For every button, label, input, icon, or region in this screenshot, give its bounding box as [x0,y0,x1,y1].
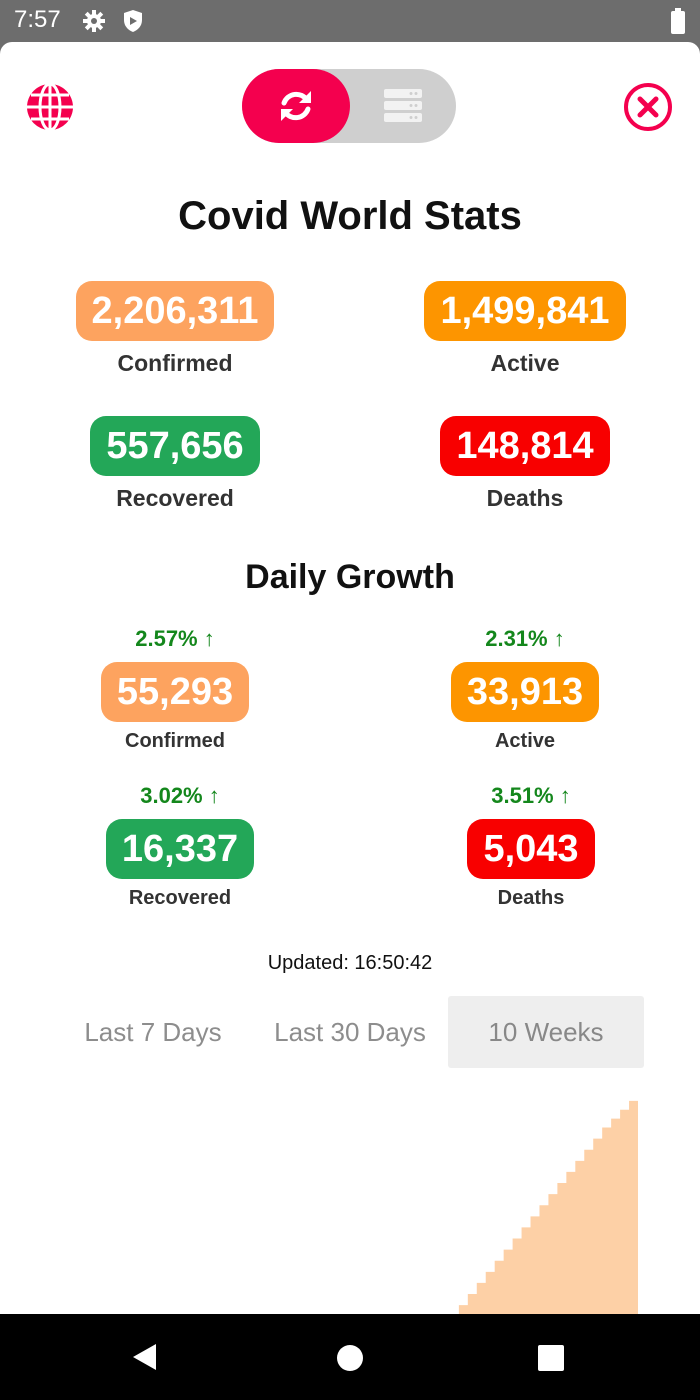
navigation-bar [0,1314,700,1400]
gear-icon [83,10,105,32]
home-circle-icon[interactable] [336,1344,364,1372]
total-deaths: 148,814 Deaths [385,416,665,512]
back-triangle-icon[interactable] [130,1342,160,1372]
arrow-up-icon: ↑ [553,626,565,651]
total-active: 1,499,841 Active [385,281,665,377]
globe-icon [27,82,73,132]
stats-card: Covid World Stats 2,206,311 Confirmed 1,… [0,42,700,1314]
total-recovered-label: Recovered [116,485,234,511]
daily-active: 2.31% ↑ 33,913 Active [385,624,665,753]
status-bar: 7:57 [0,0,700,42]
refresh-icon [281,91,311,121]
close-circle-icon [624,83,672,131]
total-confirmed: 2,206,311 Confirmed [35,281,315,377]
total-recovered: 557,656 Recovered [35,416,315,512]
battery-icon [671,8,685,34]
daily-confirmed-pct-text: 2.57% [135,626,198,651]
tab-last-7-days[interactable]: Last 7 Days [84,1017,222,1047]
range-tabs: Last 7 Days Last 30 Days 10 Weeks [60,996,650,1068]
daily-confirmed-value: 55,293 [100,662,250,722]
daily-recovered-pct: 3.02% ↑ [40,781,320,811]
daily-recovered-pct-text: 3.02% [140,783,203,808]
shield-icon [124,10,142,32]
arrow-up-icon: ↑ [559,783,571,808]
recent-square-icon[interactable] [537,1344,565,1372]
list-toggle-button[interactable] [350,69,456,143]
daily-deaths-label: Deaths [497,887,565,909]
total-deaths-label: Deaths [486,485,564,511]
status-time: 7:57 [14,6,61,33]
daily-active-value: 33,913 [450,662,600,722]
tab-10-weeks[interactable]: 10 Weeks [448,996,644,1068]
daily-growth-title: Daily Growth [245,558,455,596]
view-toggle [242,69,456,143]
daily-confirmed-label: Confirmed [125,730,225,752]
server-list-icon [384,89,422,122]
page-title: Covid World Stats [178,194,522,238]
total-recovered-value: 557,656 [90,416,260,476]
growth-chart [20,1092,638,1314]
updated-timestamp: Updated: 16:50:42 [267,952,433,974]
chart-area-series [20,1092,638,1314]
tab-last-30-days[interactable]: Last 30 Days [274,1017,426,1047]
refresh-toggle-button[interactable] [242,69,350,143]
close-button[interactable] [623,82,673,132]
daily-deaths: 3.51% ↑ 5,043 Deaths [391,781,671,910]
total-active-label: Active [490,350,560,376]
daily-confirmed: 2.57% ↑ 55,293 Confirmed [35,624,315,753]
daily-deaths-value: 5,043 [467,819,595,879]
daily-deaths-pct-text: 3.51% [491,783,554,808]
arrow-up-icon: ↑ [208,783,220,808]
total-confirmed-label: Confirmed [117,350,233,376]
daily-deaths-pct: 3.51% ↑ [391,781,671,811]
daily-recovered-label: Recovered [128,887,232,909]
globe-button[interactable] [25,82,75,132]
total-active-value: 1,499,841 [424,281,626,341]
daily-recovered-value: 16,337 [105,819,255,879]
total-confirmed-value: 2,206,311 [75,281,275,341]
daily-confirmed-pct: 2.57% ↑ [35,624,315,654]
arrow-up-icon: ↑ [203,626,215,651]
total-deaths-value: 148,814 [440,416,610,476]
daily-active-label: Active [494,730,556,752]
daily-active-pct: 2.31% ↑ [385,624,665,654]
daily-recovered: 3.02% ↑ 16,337 Recovered [40,781,320,910]
daily-active-pct-text: 2.31% [485,626,548,651]
